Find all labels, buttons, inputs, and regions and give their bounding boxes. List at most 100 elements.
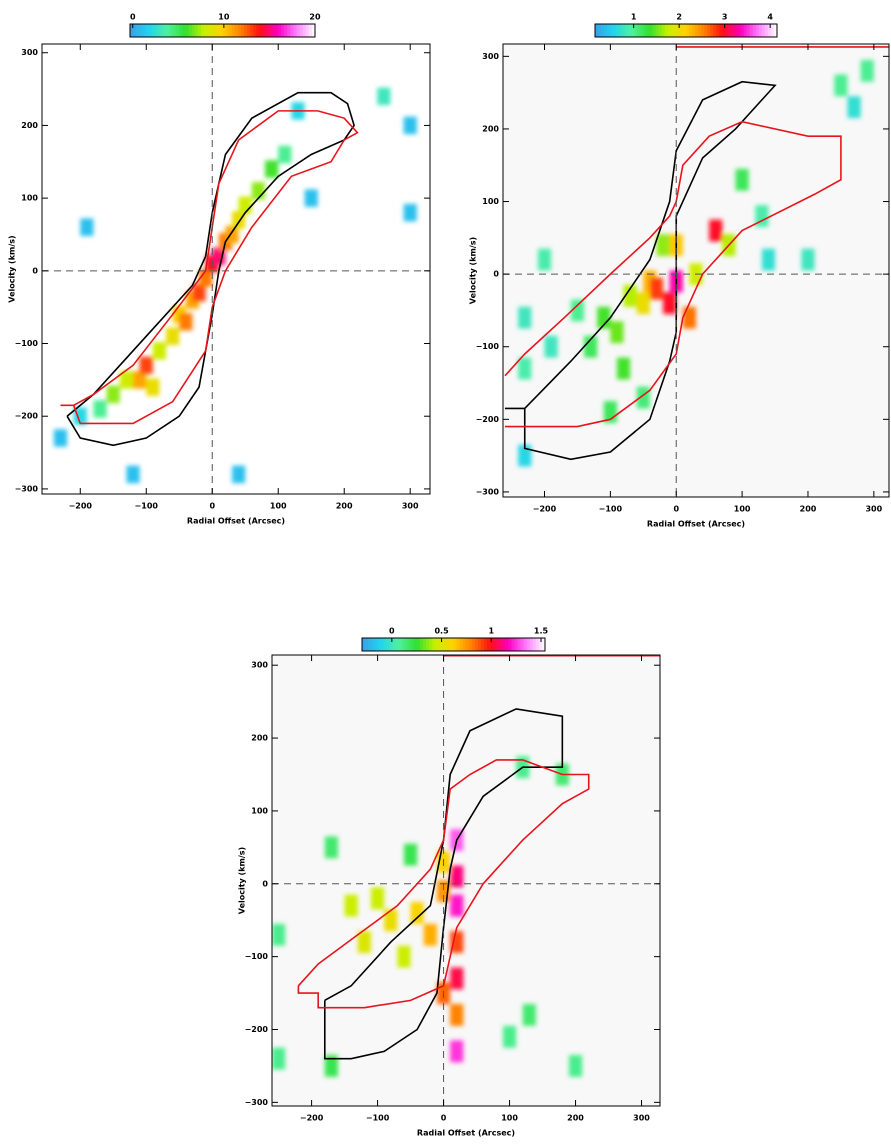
colorbar-swatch (514, 638, 519, 651)
colorbar-swatch (204, 24, 208, 37)
colorbar-swatch (247, 24, 251, 37)
colorbar-swatch (441, 638, 445, 651)
colorbar-swatch (499, 638, 503, 651)
colorbar: 0 0.5 1 1.5 (361, 627, 549, 652)
colorbar-tick-label: 2 (676, 13, 682, 22)
colorbar-swatch (493, 638, 497, 651)
y-axis-label: Velocity (km/s) (8, 235, 17, 302)
plot-frame (271, 654, 661, 1107)
colorbar-swatch (401, 638, 406, 651)
curves (60, 44, 430, 447)
y-tick-label: −300 (245, 1098, 269, 1107)
cell (232, 465, 246, 484)
colorbar-swatch (151, 24, 156, 37)
panel: −200 −100 0 100 200 300−300−200−1000100200300… (8, 13, 431, 526)
colorbar-swatch (268, 24, 273, 37)
cell (93, 400, 107, 418)
plot-background (272, 655, 660, 1106)
x-tick-label: −200 (69, 502, 93, 511)
x-tick-label: −200 (300, 1114, 324, 1123)
cell (616, 357, 631, 380)
x-tick-label: 0 (209, 502, 215, 511)
colorbar-swatch (225, 24, 230, 37)
cell (847, 96, 861, 119)
colorbar-swatch (435, 638, 439, 651)
colorbar-swatch (631, 24, 635, 37)
cell (623, 285, 637, 307)
y-tick-label: 200 (21, 121, 38, 130)
cell (450, 967, 464, 990)
x-tick-label: 100 (501, 1114, 518, 1123)
colorbar-swatch (701, 24, 705, 37)
colorbar-frame (594, 23, 778, 38)
colorbar-swatch (737, 24, 742, 37)
x-tick-label: 300 (633, 1114, 650, 1123)
cell (192, 283, 206, 302)
cell (735, 168, 749, 191)
colorbar-swatch (658, 24, 663, 37)
colorbar-swatch (770, 24, 775, 37)
cell (272, 1047, 286, 1070)
colorbar-swatch (474, 638, 479, 651)
colorbar-swatch (173, 24, 177, 37)
colorbar-swatch (480, 638, 485, 651)
y-tick-label: −100 (15, 339, 39, 348)
colorbar-swatch (508, 638, 512, 651)
cell (682, 306, 696, 329)
plot-frame (502, 43, 890, 498)
colorbar-swatch (287, 24, 291, 37)
colorbar-swatch (145, 24, 149, 37)
colorbar-swatch (392, 638, 397, 651)
colorbar-swatch (371, 638, 375, 651)
cell (126, 465, 140, 484)
colorbar-swatch (148, 24, 153, 37)
x-tick-label: −100 (366, 1114, 390, 1123)
colorbar-swatch (426, 638, 430, 651)
x-axis-label: Radial Offset (Arcsec) (187, 517, 285, 526)
colorbar-swatch (265, 24, 270, 37)
cell (502, 1025, 517, 1048)
colorbar-swatch (210, 24, 214, 37)
cell (410, 901, 424, 924)
colorbar-swatch (163, 24, 168, 37)
cell (397, 945, 411, 968)
colorbar-swatch (167, 24, 171, 37)
cell (610, 321, 624, 344)
colorbar-swatch (213, 24, 217, 37)
colorbar-tick-label: 0.5 (434, 627, 449, 636)
colorbar-swatch (185, 24, 190, 37)
plot-frame (41, 43, 431, 495)
colorbar-swatch (262, 24, 267, 37)
colorbar-swatch (743, 24, 748, 37)
colorbar-swatch (395, 638, 400, 651)
cell (801, 248, 815, 271)
colorbar-swatch (661, 24, 666, 37)
colorbar-swatch (456, 638, 461, 651)
colorbar-tick-label: 1 (631, 13, 637, 22)
cell (597, 306, 611, 329)
colorbar-swatch (526, 638, 531, 651)
colorbar-swatch (207, 24, 211, 37)
cell (834, 74, 848, 97)
colorbar-swatch (538, 638, 543, 651)
colorbar-swatch (707, 24, 711, 37)
y-tick-label: 0 (32, 266, 38, 275)
x-tick-label: 200 (336, 502, 353, 511)
colorbar-swatch (222, 24, 227, 37)
cell (518, 357, 532, 380)
colorbar-swatch (278, 24, 282, 37)
cell (649, 277, 664, 300)
cells (53, 87, 417, 484)
colorbar-swatch (154, 24, 159, 37)
cell (370, 887, 385, 910)
x-tick-label: −200 (533, 505, 557, 514)
cell (53, 429, 68, 447)
y-tick-label: 300 (21, 48, 38, 57)
colorbar-swatch (130, 24, 134, 37)
y-tick-label: 0 (262, 879, 268, 888)
colorbar-swatch (296, 24, 301, 37)
colorbar-swatch (637, 24, 641, 37)
colorbar-swatch (453, 638, 458, 651)
colorbar-swatch (628, 24, 632, 37)
cell (423, 923, 437, 946)
